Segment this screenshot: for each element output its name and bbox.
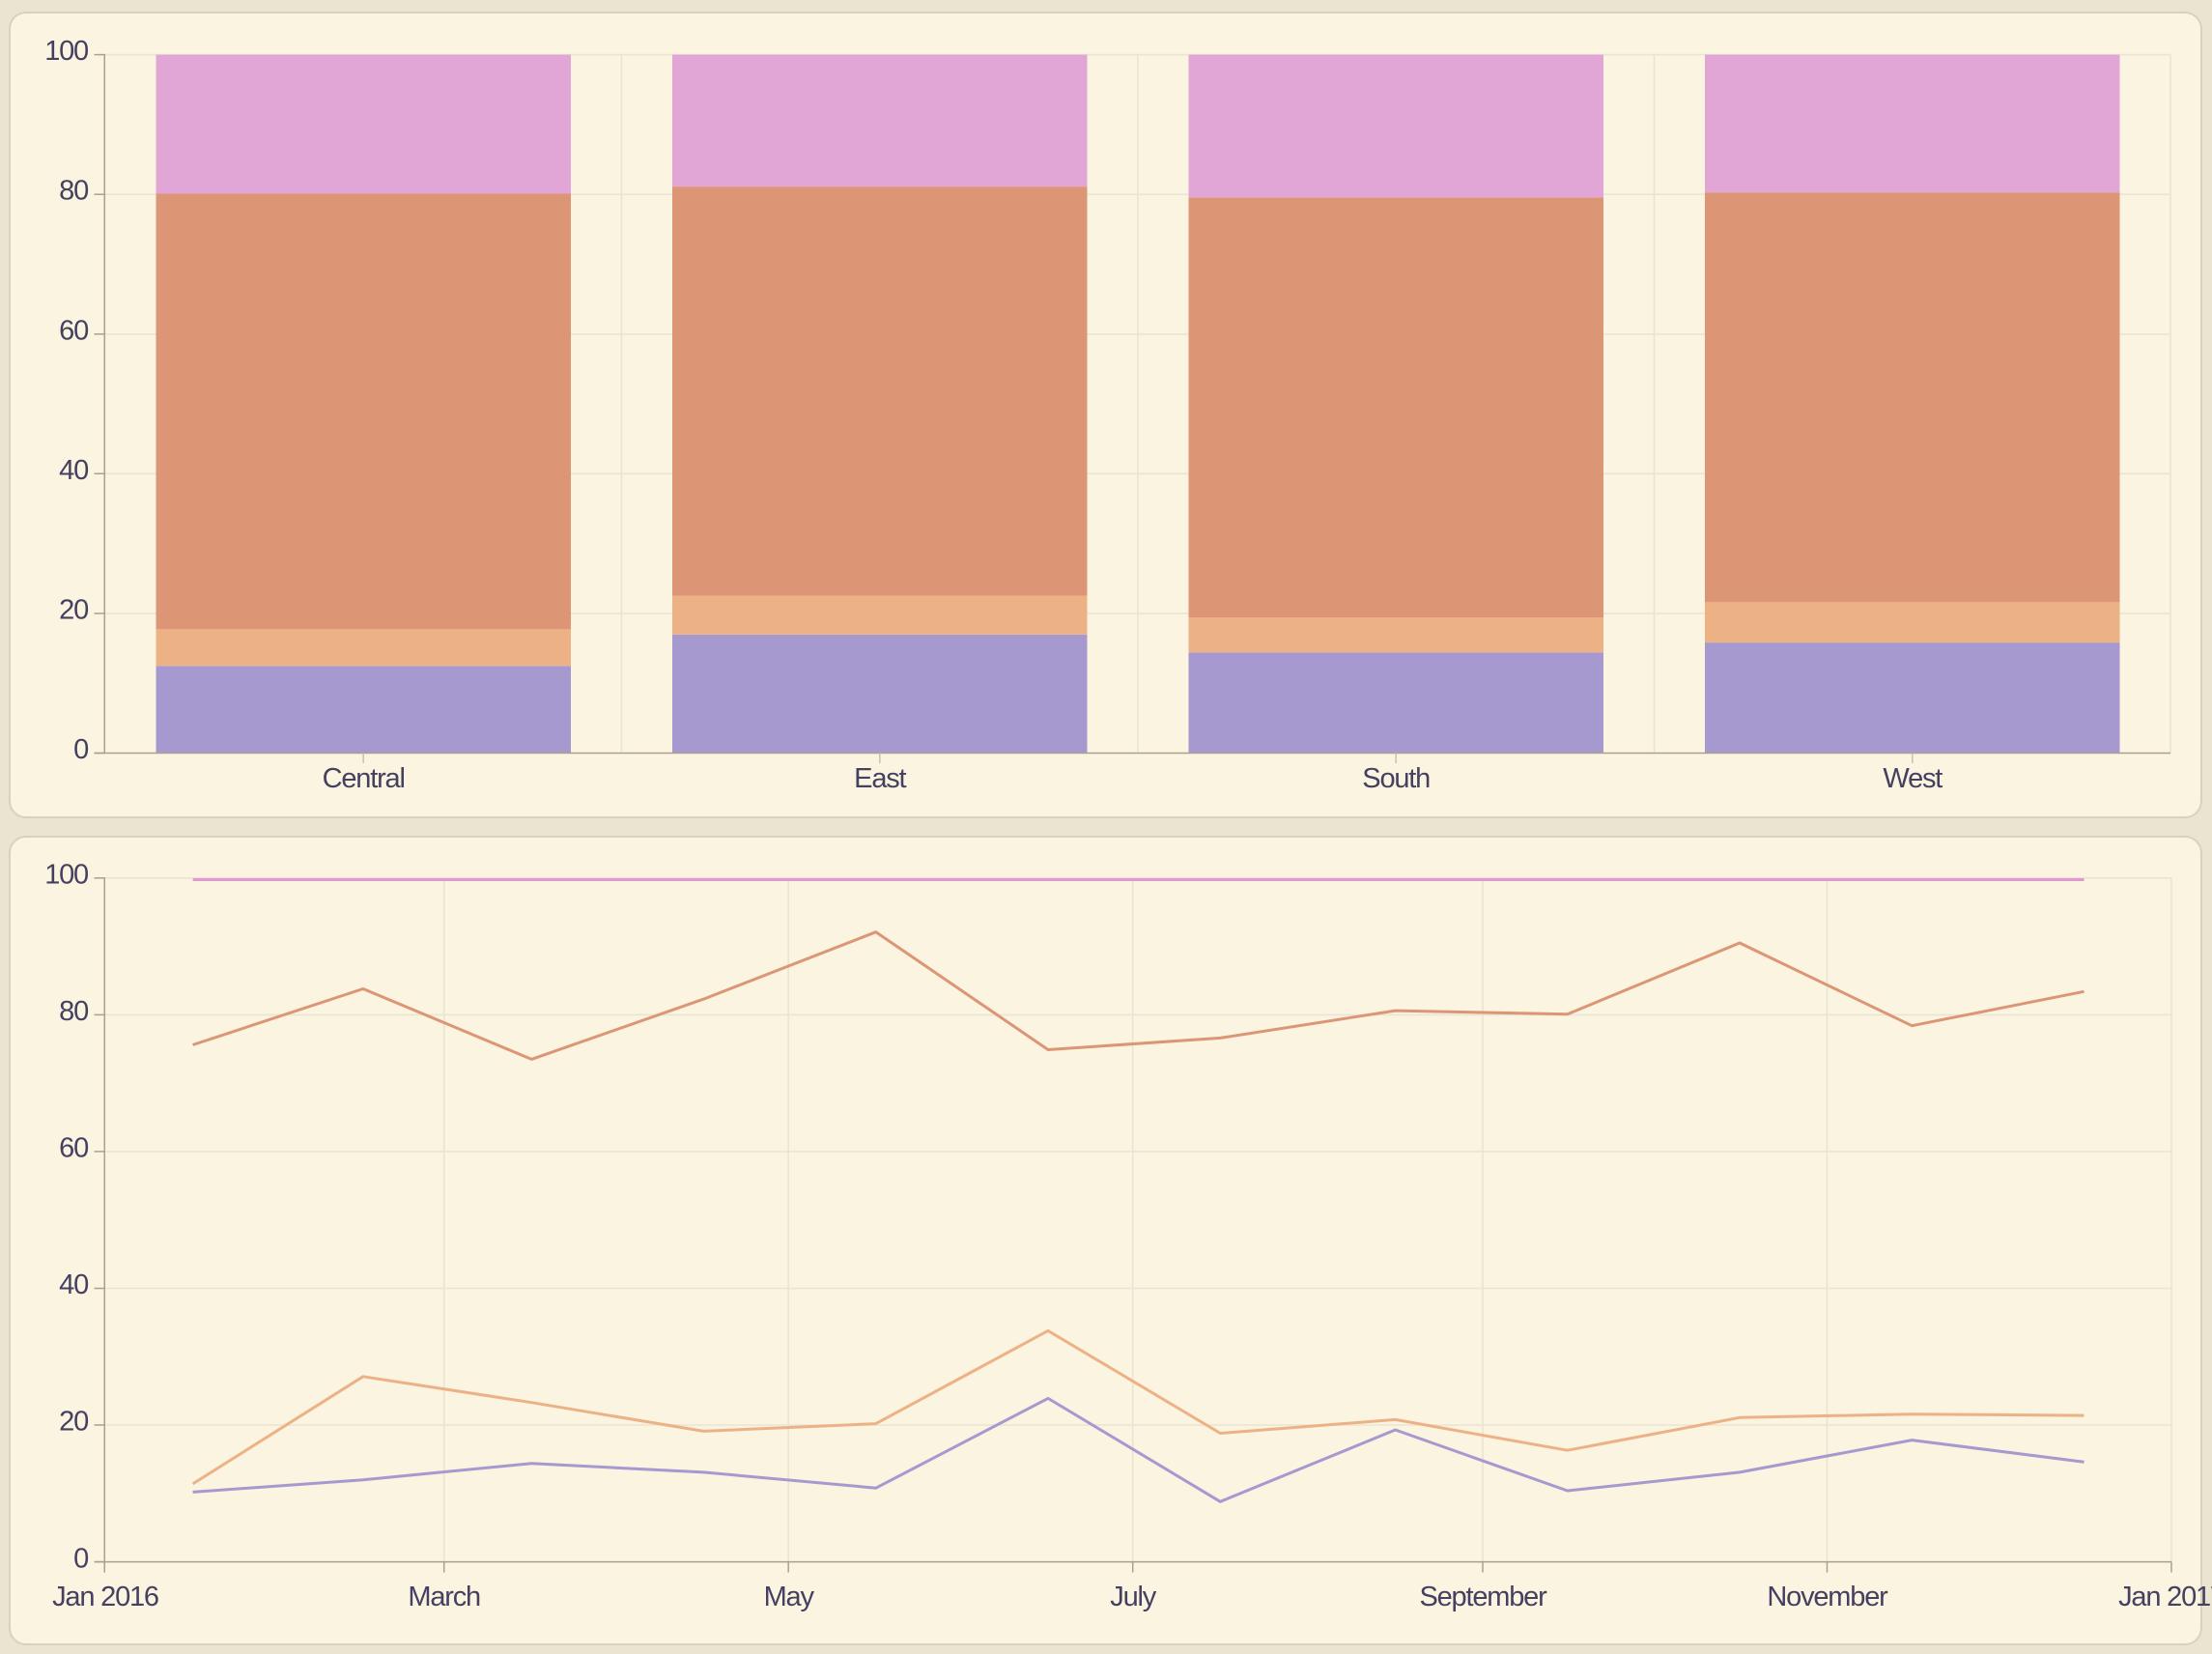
svg-text:Central: Central bbox=[323, 763, 405, 794]
svg-text:South: South bbox=[1362, 763, 1430, 794]
svg-text:March: March bbox=[408, 1582, 480, 1612]
svg-text:July: July bbox=[1110, 1582, 1156, 1612]
svg-text:80: 80 bbox=[59, 176, 88, 207]
svg-text:40: 40 bbox=[59, 455, 88, 486]
svg-text:0: 0 bbox=[73, 1543, 88, 1574]
svg-text:40: 40 bbox=[59, 1269, 88, 1300]
svg-text:20: 20 bbox=[59, 594, 88, 625]
svg-text:0: 0 bbox=[73, 734, 88, 765]
svg-text:May: May bbox=[764, 1582, 815, 1612]
svg-text:20: 20 bbox=[59, 1407, 88, 1438]
svg-text:80: 80 bbox=[59, 996, 88, 1027]
svg-text:November: November bbox=[1767, 1582, 1888, 1612]
svg-text:Jan 2017: Jan 2017 bbox=[2118, 1582, 2212, 1612]
svg-text:60: 60 bbox=[59, 1133, 88, 1164]
svg-text:Jan 2016: Jan 2016 bbox=[52, 1582, 158, 1612]
svg-text:100: 100 bbox=[44, 860, 88, 891]
svg-text:100: 100 bbox=[44, 36, 88, 67]
svg-text:September: September bbox=[1419, 1582, 1547, 1612]
svg-text:West: West bbox=[1883, 763, 1943, 794]
svg-text:60: 60 bbox=[59, 315, 88, 346]
svg-text:East: East bbox=[854, 763, 906, 794]
